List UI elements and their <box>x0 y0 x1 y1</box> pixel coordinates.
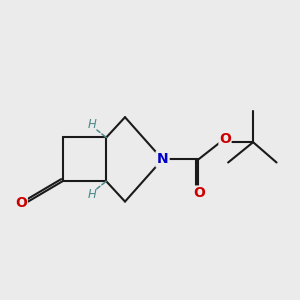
Text: H: H <box>88 188 97 201</box>
Text: O: O <box>15 196 27 210</box>
Text: N: N <box>157 152 168 167</box>
Text: O: O <box>219 132 231 146</box>
Text: O: O <box>193 186 205 200</box>
Text: H: H <box>88 118 97 131</box>
